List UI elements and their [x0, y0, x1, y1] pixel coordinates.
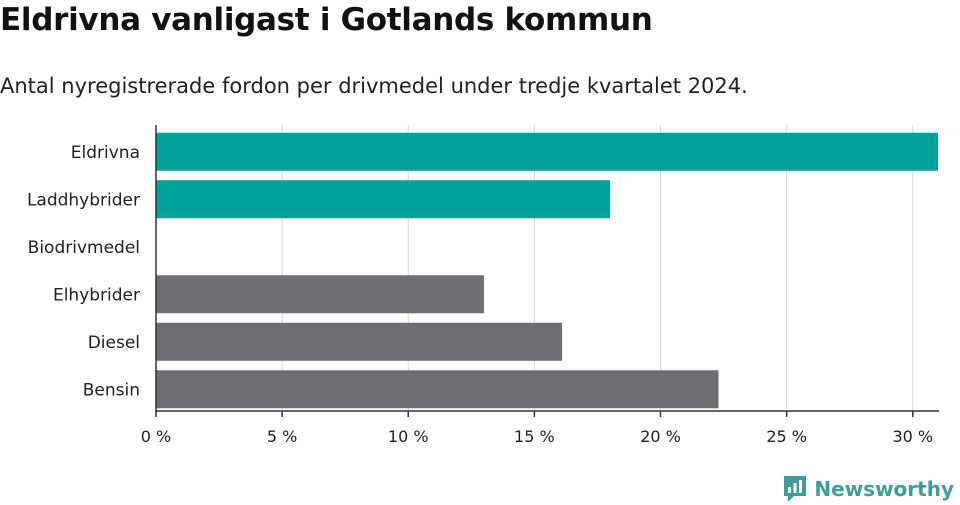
- x-tick-label: 5 %: [267, 427, 297, 446]
- newsworthy-logo: Newsworthy: [782, 474, 954, 504]
- newsworthy-logo-text: Newsworthy: [814, 477, 954, 501]
- category-label: Laddhybrider: [27, 190, 140, 210]
- chart-title: Eldrivna vanligast i Gotlands kommun: [0, 2, 653, 38]
- x-tick-label: 25 %: [766, 427, 807, 446]
- chart-subtitle: Antal nyregistrerade fordon per drivmede…: [0, 74, 748, 98]
- category-label: Elhybrider: [53, 285, 140, 305]
- x-tick-label: 0 %: [141, 427, 171, 446]
- bar: [156, 370, 719, 409]
- category-label: Diesel: [88, 333, 140, 353]
- category-label: Bensin: [83, 380, 140, 400]
- x-tick-label: 30 %: [892, 427, 933, 446]
- bar: [156, 180, 611, 219]
- x-tick-label: 15 %: [514, 427, 555, 446]
- x-tick-label: 20 %: [640, 427, 681, 446]
- bar: [156, 275, 484, 314]
- bar: [156, 322, 563, 361]
- x-tick-label: 10 %: [388, 427, 429, 446]
- category-label: Eldrivna: [71, 143, 140, 163]
- newsworthy-logo-icon: [784, 476, 807, 502]
- bar: [156, 132, 938, 171]
- category-label: Biodrivmedel: [28, 238, 140, 258]
